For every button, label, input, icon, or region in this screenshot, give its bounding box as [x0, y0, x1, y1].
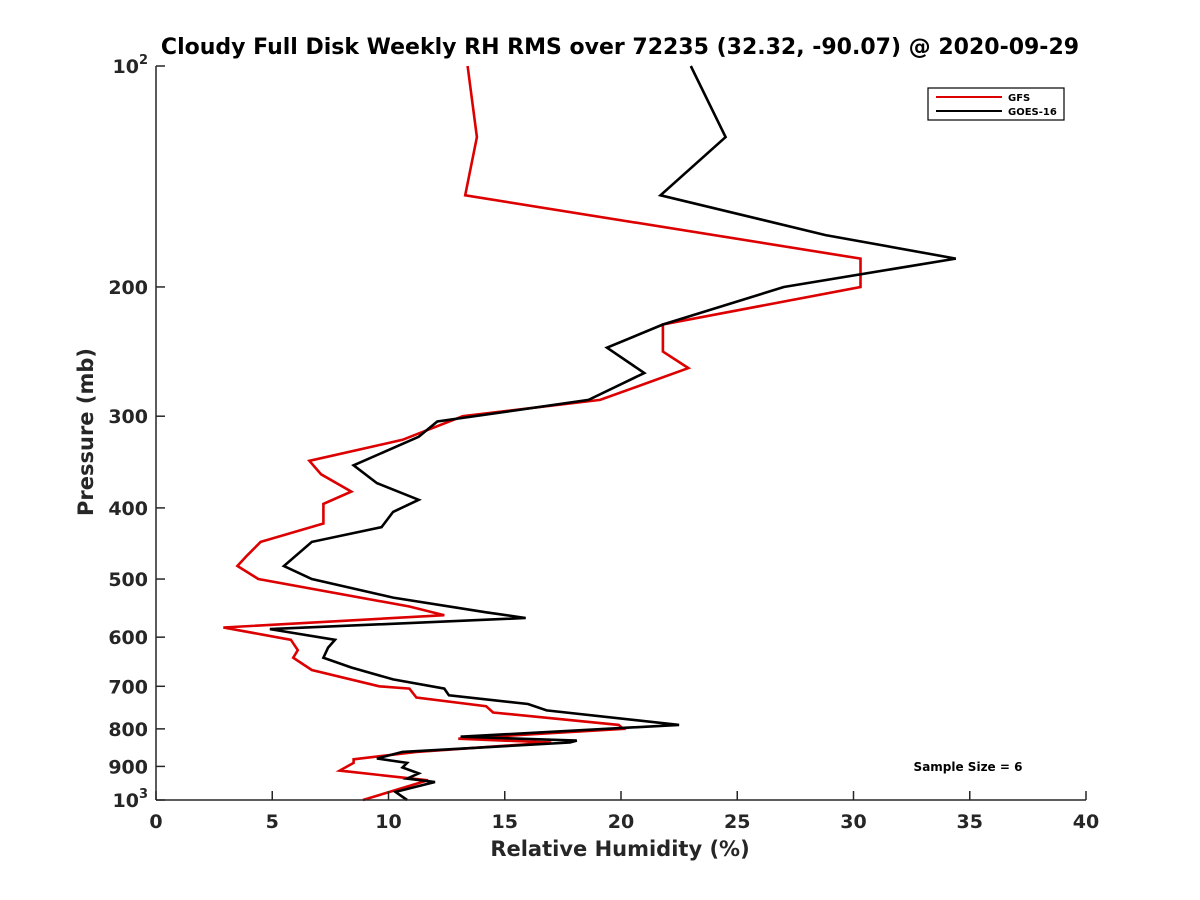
y-tick-label: 800 [108, 719, 148, 741]
x-tick-label: 30 [840, 811, 866, 833]
y-tick-label: 400 [108, 498, 148, 520]
plot-area [223, 65, 957, 802]
y-tick-label: 300 [108, 406, 148, 428]
y-tick-label: 200 [108, 277, 148, 299]
y-axis: 102 200 300 400 500 600 700 800 900 103 [108, 53, 165, 812]
y-tick-label: 102 [113, 53, 149, 78]
x-tick-label: 5 [266, 811, 279, 833]
legend-label-goes16: GOES-16 [1008, 107, 1057, 118]
series-line-goes16 [269, 65, 957, 802]
x-tick-label: 35 [957, 811, 983, 833]
x-tick-label: 15 [492, 811, 518, 833]
y-tick-label: 600 [108, 627, 148, 649]
sample-size-annotation: Sample Size = 6 [914, 760, 1023, 774]
x-axis: 0 5 10 15 20 25 30 35 40 [149, 791, 1099, 833]
x-axis-label: Relative Humidity (%) [490, 837, 749, 861]
y-tick-label: 700 [108, 676, 148, 698]
x-tick-label: 25 [724, 811, 750, 833]
x-tick-label: 20 [608, 811, 634, 833]
x-tick-label: 0 [149, 811, 162, 833]
legend-label-gfs: GFS [1008, 93, 1030, 104]
y-tick-label: 500 [108, 569, 148, 591]
series-line-gfs [223, 65, 862, 802]
chart-title: Cloudy Full Disk Weekly RH RMS over 7223… [161, 35, 1079, 60]
y-axis-label: Pressure (mb) [74, 348, 98, 516]
legend-box [927, 87, 1065, 121]
x-tick-label: 10 [375, 811, 401, 833]
y-tick-label: 103 [113, 787, 149, 812]
y-tick-label: 900 [108, 756, 148, 778]
x-tick-label: 40 [1073, 811, 1099, 833]
legend: GFS GOES-16 [927, 87, 1065, 121]
